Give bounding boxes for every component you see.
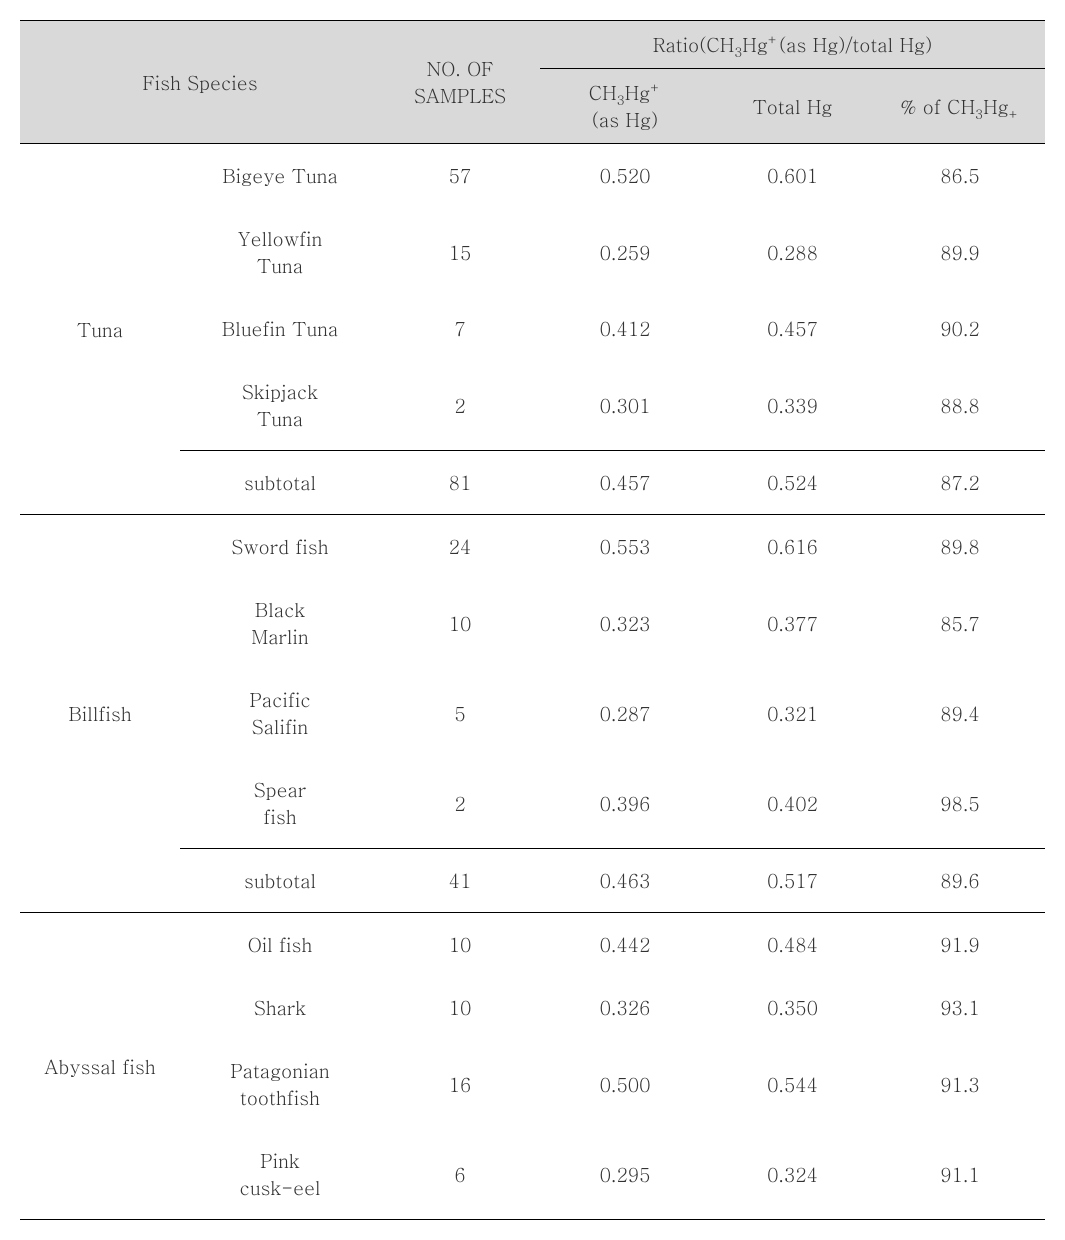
table-body: TunaBigeye Tuna570.5200.60186.5Yellowfin…	[20, 144, 1045, 1220]
cell-samples: 81	[380, 451, 540, 515]
species-name: Oil fish	[180, 913, 380, 977]
header-label: NO. OFSAMPLES	[414, 55, 506, 109]
cell-total_hg: 0.324	[710, 1129, 875, 1220]
cell-ch3hg: 0.396	[540, 758, 710, 849]
header-label: Fish Species	[142, 69, 257, 96]
species-name: Sword fish	[180, 515, 380, 579]
cell-samples: 15	[380, 207, 540, 297]
cell-ch3hg: 0.287	[540, 668, 710, 758]
cell-ch3hg: 0.326	[540, 976, 710, 1039]
species-name: Bluefin Tuna	[180, 297, 380, 360]
species-name: PacificSalifin	[180, 668, 380, 758]
cell-pct: 88.8	[875, 360, 1045, 451]
species-name: Bigeye Tuna	[180, 144, 380, 208]
cell-samples: 24	[380, 515, 540, 579]
cell-samples: 16	[380, 1039, 540, 1129]
col-pct-ch3hg: % of CH3Hg+	[875, 69, 1045, 144]
col-ratio: Ratio(CH3Hg+(as Hg)/total Hg)	[540, 21, 1045, 69]
species-name: Patagoniantoothfish	[180, 1039, 380, 1129]
col-ch3hg: CH3Hg+(as Hg)	[540, 69, 710, 144]
group-name: Billfish	[20, 515, 180, 913]
species-name: Spearfish	[180, 758, 380, 849]
cell-pct: 89.9	[875, 207, 1045, 297]
header-label: % of CH3Hg+	[900, 93, 1020, 120]
group-name: Abyssal fish	[20, 913, 180, 1220]
cell-ch3hg: 0.412	[540, 297, 710, 360]
cell-total_hg: 0.616	[710, 515, 875, 579]
col-total-hg: Total Hg	[710, 69, 875, 144]
cell-ch3hg: 0.301	[540, 360, 710, 451]
cell-total_hg: 0.350	[710, 976, 875, 1039]
cell-total_hg: 0.544	[710, 1039, 875, 1129]
header-label: CH3Hg+(as Hg)	[589, 79, 662, 133]
subtotal-label: subtotal	[180, 451, 380, 515]
cell-ch3hg: 0.259	[540, 207, 710, 297]
species-name: BlackMarlin	[180, 578, 380, 668]
cell-samples: 57	[380, 144, 540, 208]
cell-pct: 91.9	[875, 913, 1045, 977]
species-name: YellowfinTuna	[180, 207, 380, 297]
cell-samples: 10	[380, 578, 540, 668]
cell-pct: 86.5	[875, 144, 1045, 208]
cell-samples: 5	[380, 668, 540, 758]
cell-total_hg: 0.402	[710, 758, 875, 849]
cell-pct: 91.1	[875, 1129, 1045, 1220]
cell-pct: 98.5	[875, 758, 1045, 849]
col-fish-species: Fish Species	[20, 21, 380, 144]
cell-samples: 10	[380, 976, 540, 1039]
col-no-samples: NO. OFSAMPLES	[380, 21, 540, 144]
cell-pct: 89.8	[875, 515, 1045, 579]
cell-total_hg: 0.517	[710, 849, 875, 913]
species-name: SkipjackTuna	[180, 360, 380, 451]
cell-ch3hg: 0.442	[540, 913, 710, 977]
cell-pct: 85.7	[875, 578, 1045, 668]
subtotal-label: subtotal	[180, 849, 380, 913]
cell-pct: 87.2	[875, 451, 1045, 515]
species-name: Shark	[180, 976, 380, 1039]
cell-samples: 41	[380, 849, 540, 913]
cell-pct: 90.2	[875, 297, 1045, 360]
cell-ch3hg: 0.520	[540, 144, 710, 208]
group-name: Tuna	[20, 144, 180, 515]
cell-total_hg: 0.457	[710, 297, 875, 360]
cell-total_hg: 0.288	[710, 207, 875, 297]
header-label: Total Hg	[753, 93, 833, 120]
cell-ch3hg: 0.295	[540, 1129, 710, 1220]
cell-total_hg: 0.321	[710, 668, 875, 758]
cell-ch3hg: 0.323	[540, 578, 710, 668]
cell-total_hg: 0.377	[710, 578, 875, 668]
cell-ch3hg: 0.463	[540, 849, 710, 913]
cell-samples: 2	[380, 758, 540, 849]
cell-total_hg: 0.601	[710, 144, 875, 208]
table-row: Abyssal fishOil fish100.4420.48491.9	[20, 913, 1045, 977]
species-name: Pinkcusk-eel	[180, 1129, 380, 1220]
cell-total_hg: 0.484	[710, 913, 875, 977]
cell-pct: 89.4	[875, 668, 1045, 758]
cell-ch3hg: 0.457	[540, 451, 710, 515]
cell-samples: 7	[380, 297, 540, 360]
cell-samples: 2	[380, 360, 540, 451]
table-row: BillfishSword fish240.5530.61689.8	[20, 515, 1045, 579]
header-label: Ratio(CH3Hg+(as Hg)/total Hg)	[653, 31, 933, 58]
cell-pct: 89.6	[875, 849, 1045, 913]
cell-ch3hg: 0.500	[540, 1039, 710, 1129]
cell-total_hg: 0.339	[710, 360, 875, 451]
cell-samples: 10	[380, 913, 540, 977]
cell-pct: 93.1	[875, 976, 1045, 1039]
mercury-table: Fish Species NO. OFSAMPLES Ratio(CH3Hg+(…	[20, 20, 1045, 1220]
cell-total_hg: 0.524	[710, 451, 875, 515]
table-row: TunaBigeye Tuna570.5200.60186.5	[20, 144, 1045, 208]
cell-pct: 91.3	[875, 1039, 1045, 1129]
cell-ch3hg: 0.553	[540, 515, 710, 579]
cell-samples: 6	[380, 1129, 540, 1220]
table-header: Fish Species NO. OFSAMPLES Ratio(CH3Hg+(…	[20, 21, 1045, 144]
